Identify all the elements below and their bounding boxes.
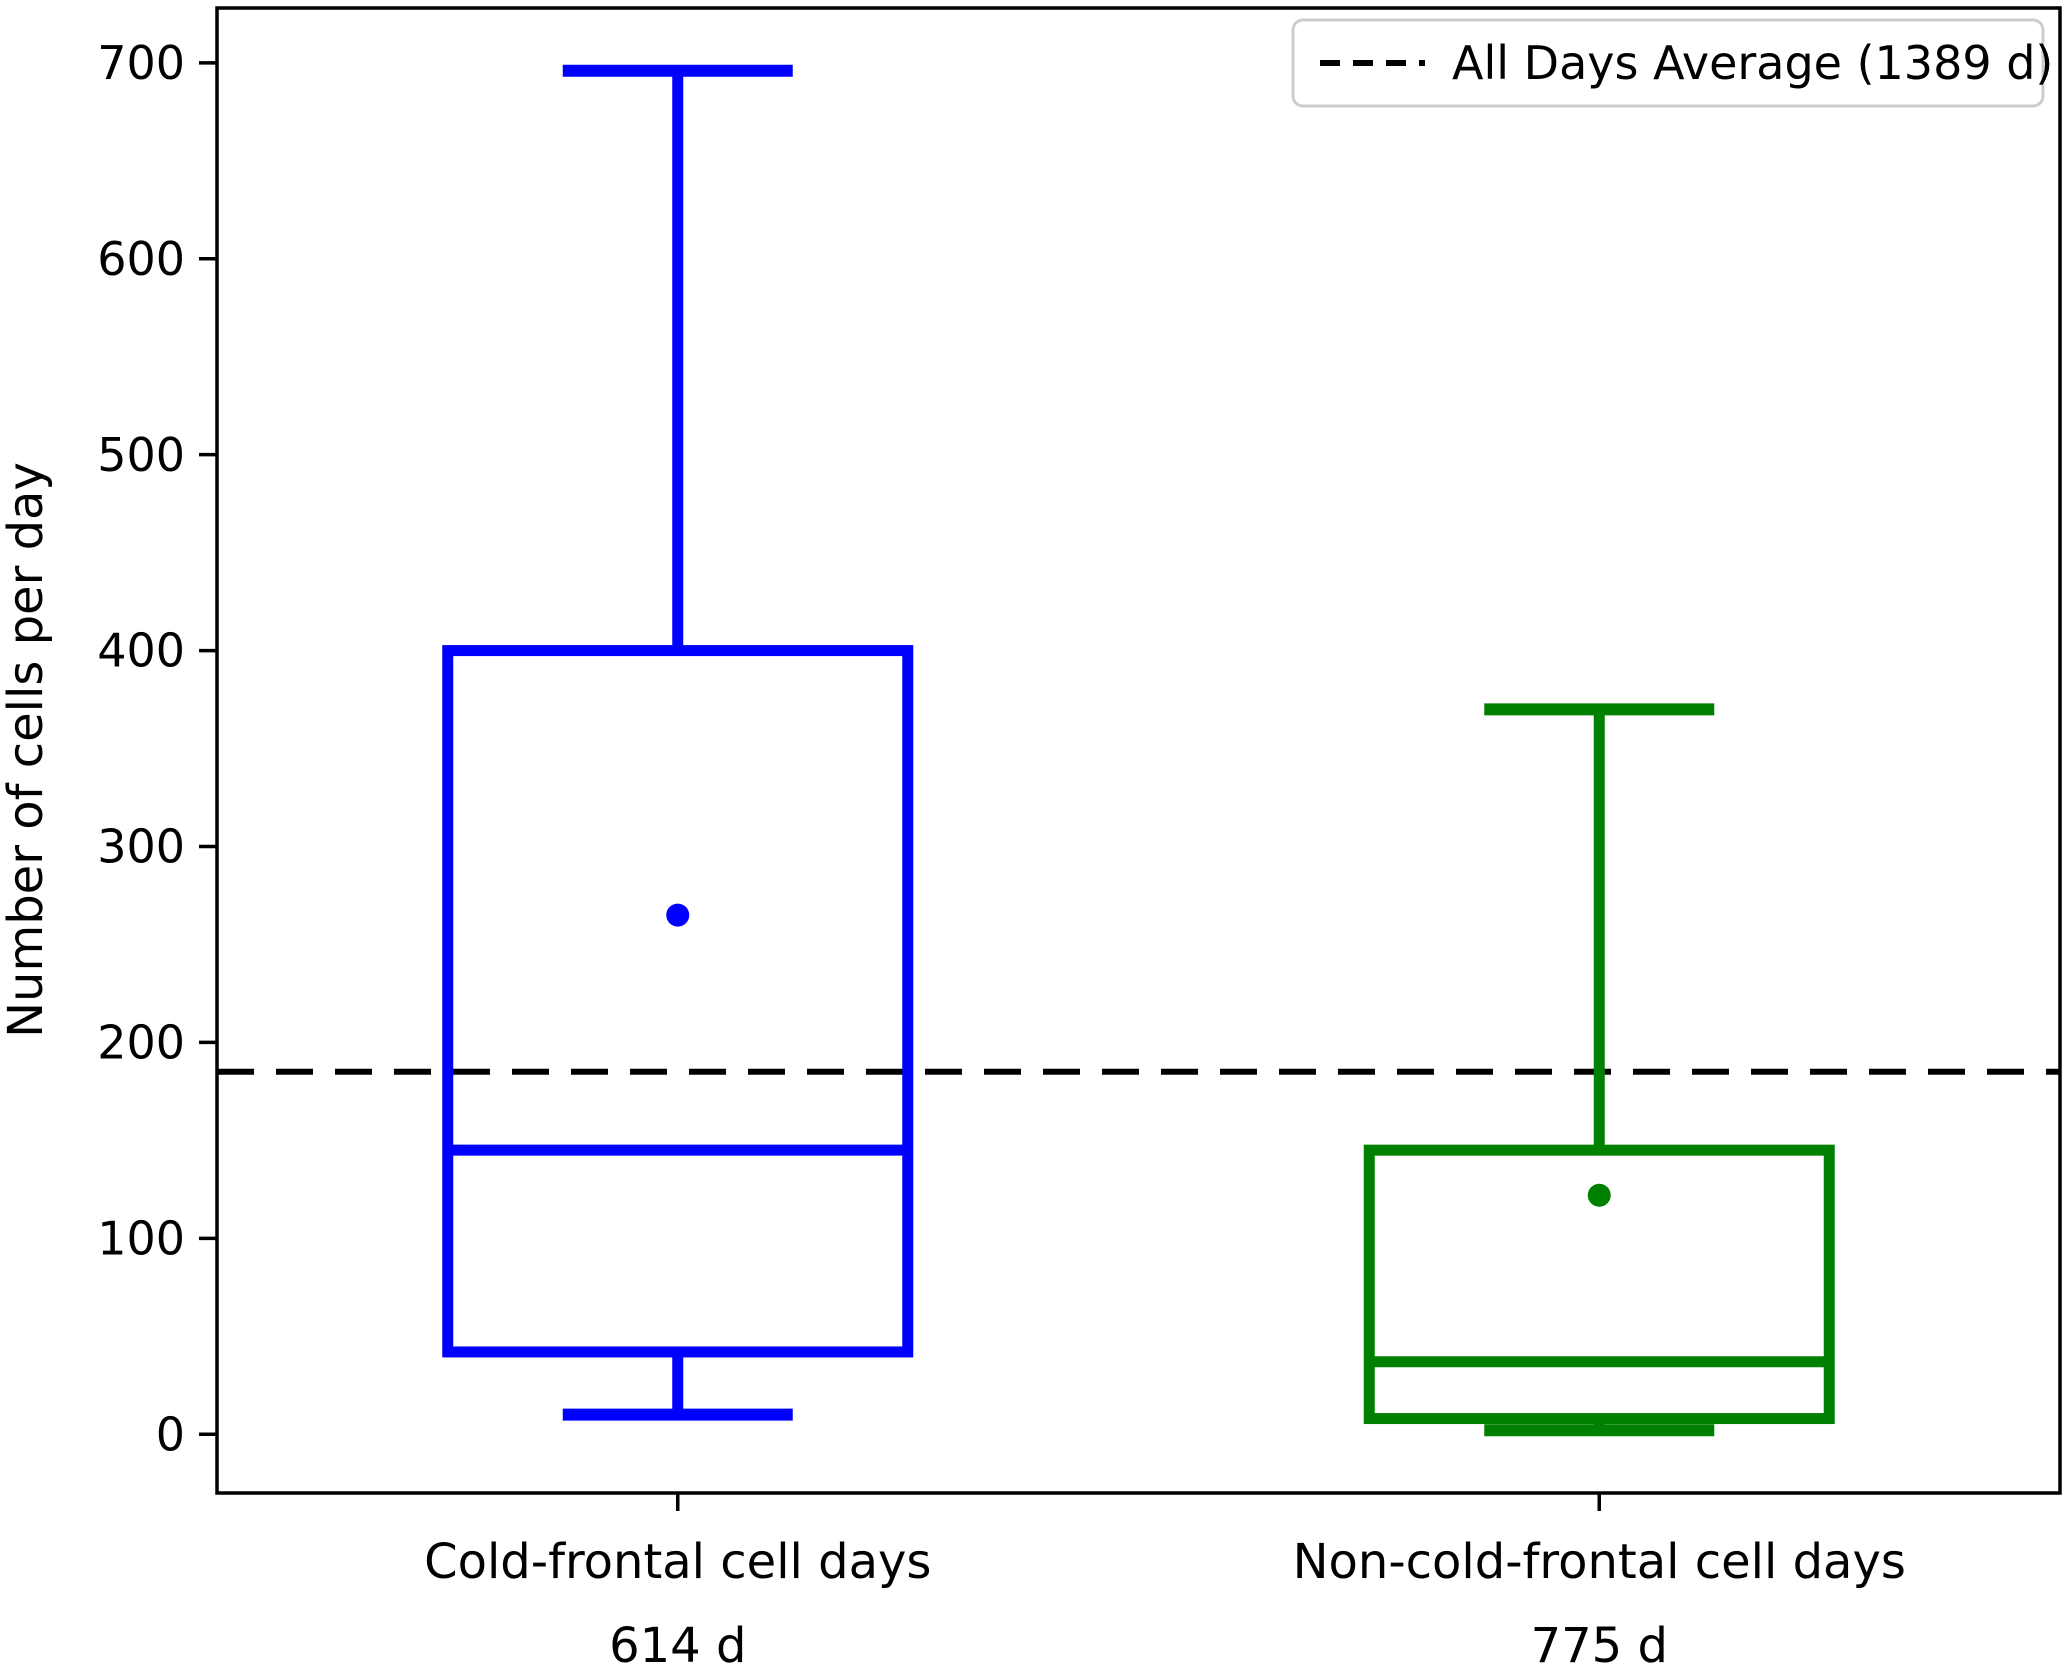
y-tick-label: 0	[156, 1407, 185, 1461]
y-axis-label: Number of cells per day	[0, 462, 54, 1038]
box-cold-frontal	[442, 64, 914, 1421]
y-tick-label: 500	[97, 428, 185, 482]
iqr-box	[442, 645, 914, 1358]
day-count-label: 614 d	[609, 1618, 746, 1674]
tick-label-layer: 0 100 200 300 400 500 600 700 Cold-frontal cell …	[97, 36, 1906, 1674]
day-count-label: 775 d	[1531, 1618, 1668, 1674]
x-category-label: Cold-frontal cell days	[424, 1534, 931, 1590]
y-tick-label: 700	[97, 36, 185, 90]
mean-marker	[666, 903, 690, 927]
y-tick-label: 400	[97, 624, 185, 678]
y-tick-label: 100	[97, 1211, 185, 1265]
mean-marker	[1587, 1183, 1611, 1207]
boxplot-layer	[442, 64, 1835, 1437]
y-tick-label: 300	[97, 820, 185, 874]
axes-layer	[199, 6, 2062, 1511]
box-non-cold-frontal	[1363, 703, 1835, 1437]
legend-label: All Days Average (1389 d)	[1452, 36, 2053, 90]
plot-frame	[215, 6, 2062, 1495]
y-tick-label: 600	[97, 232, 185, 286]
y-tick-label: 200	[97, 1016, 185, 1070]
legend-frame	[1291, 18, 2045, 108]
legend: All Days Average (1389 d)	[1291, 18, 2053, 108]
x-category-label: Non-cold-frontal cell days	[1293, 1534, 1906, 1590]
